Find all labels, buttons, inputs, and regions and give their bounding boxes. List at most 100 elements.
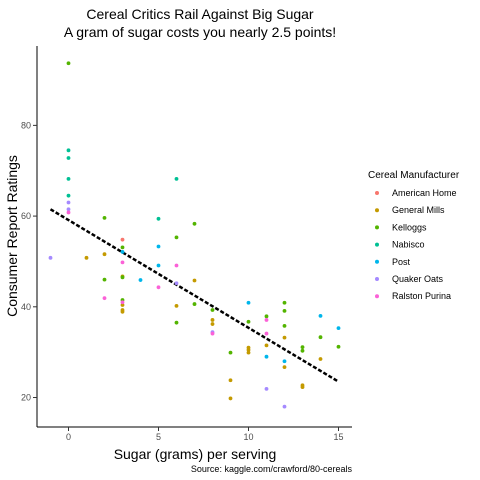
plot-area: 20 40 60 80 0 5 10 15 xyxy=(21,46,352,442)
y-axis-title: Consumer Report Ratings xyxy=(4,155,20,317)
data-point xyxy=(246,300,251,305)
legend-label: American Home xyxy=(392,188,457,198)
data-point xyxy=(336,344,341,349)
trend-line xyxy=(49,208,340,383)
data-point xyxy=(282,335,287,340)
data-point xyxy=(66,207,71,212)
data-point xyxy=(210,318,215,322)
data-point xyxy=(282,404,287,409)
data-point xyxy=(102,296,107,301)
legend-label: Ralston Purina xyxy=(392,291,451,301)
data-point xyxy=(228,350,233,355)
data-point xyxy=(210,322,215,326)
chart-subtitle: A gram of sugar costs you nearly 2.5 poi… xyxy=(64,24,336,40)
data-point xyxy=(66,210,71,215)
x-axis-title: Sugar (grams) per serving xyxy=(114,446,277,462)
legend-items: American Home General Mills Kelloggs Nabisc… xyxy=(375,188,457,301)
legend-item: Nabisco xyxy=(375,240,425,250)
data-point xyxy=(48,255,53,260)
data-point xyxy=(210,308,215,312)
chart-caption: Source: kaggle.com/crawford/80-cereals xyxy=(191,464,353,474)
data-point xyxy=(264,343,269,348)
legend-label: Post xyxy=(392,257,411,267)
data-point xyxy=(138,278,143,282)
chart-title: Cereal Critics Rail Against Big Sugar xyxy=(86,6,314,22)
data-point xyxy=(120,300,125,305)
data-point xyxy=(120,250,125,254)
y-tick-label: 40 xyxy=(21,302,31,312)
data-point xyxy=(84,255,89,260)
data-points xyxy=(48,61,341,409)
data-point xyxy=(120,260,125,265)
data-point xyxy=(300,385,305,389)
legend-item: Ralston Purina xyxy=(375,291,451,301)
x-tick-label: 5 xyxy=(156,432,161,442)
y-tick-label: 60 xyxy=(21,211,31,221)
data-point xyxy=(156,285,161,290)
data-point xyxy=(174,176,179,181)
y-tick-label: 80 xyxy=(21,120,31,130)
data-point xyxy=(300,348,305,353)
data-point xyxy=(174,235,179,240)
data-point xyxy=(282,300,287,305)
y-tick-label: 20 xyxy=(21,393,31,403)
data-point xyxy=(66,176,71,181)
legend-label: Quaker Oats xyxy=(392,274,444,284)
data-point xyxy=(192,221,197,226)
legend-label: General Mills xyxy=(392,205,445,215)
legend-swatch xyxy=(375,259,379,264)
legend-item: General Mills xyxy=(375,205,445,215)
legend-label: Nabisco xyxy=(392,240,425,250)
data-point xyxy=(156,263,161,268)
legend-swatch xyxy=(375,294,379,299)
data-point xyxy=(174,281,179,286)
data-point xyxy=(102,216,107,220)
x-axis-ticks: 0 5 10 15 xyxy=(66,427,344,442)
legend-swatch xyxy=(375,208,379,213)
data-point xyxy=(120,309,125,314)
data-point xyxy=(282,308,287,313)
legend-label: Kelloggs xyxy=(392,222,427,232)
legend-item: Kelloggs xyxy=(375,222,427,232)
data-point xyxy=(300,345,305,350)
data-point xyxy=(156,216,161,221)
y-axis-ticks: 20 40 60 80 xyxy=(21,120,37,403)
data-point xyxy=(120,245,125,250)
x-tick-label: 10 xyxy=(243,432,253,442)
data-point xyxy=(120,303,125,307)
data-point xyxy=(66,156,71,160)
legend-item: Post xyxy=(375,257,411,267)
data-point xyxy=(66,61,71,66)
data-point xyxy=(264,331,269,336)
data-point xyxy=(120,275,125,280)
data-point xyxy=(282,323,287,328)
data-point xyxy=(264,318,269,322)
data-point xyxy=(210,331,215,336)
legend-item: American Home xyxy=(375,188,457,198)
legend-swatch xyxy=(375,242,379,247)
data-point xyxy=(264,354,269,359)
data-point xyxy=(264,387,269,391)
data-point xyxy=(318,313,323,318)
data-point xyxy=(66,200,71,205)
data-point xyxy=(282,365,287,370)
legend: Cereal Manufacturer American Home General… xyxy=(368,170,460,301)
data-point xyxy=(174,320,179,325)
data-point xyxy=(174,263,179,268)
data-point xyxy=(66,148,71,153)
data-point xyxy=(228,378,233,383)
legend-swatch xyxy=(375,225,379,230)
x-tick-label: 0 xyxy=(66,432,71,442)
legend-swatch xyxy=(375,277,379,281)
legend-item: Quaker Oats xyxy=(375,274,444,284)
data-point xyxy=(156,244,161,249)
data-point xyxy=(192,302,197,306)
data-point xyxy=(336,326,341,331)
data-point xyxy=(102,252,107,257)
data-point xyxy=(246,350,251,355)
trend-line-group xyxy=(49,208,340,383)
data-point xyxy=(192,278,197,283)
data-point xyxy=(246,319,251,324)
data-point xyxy=(120,237,125,242)
